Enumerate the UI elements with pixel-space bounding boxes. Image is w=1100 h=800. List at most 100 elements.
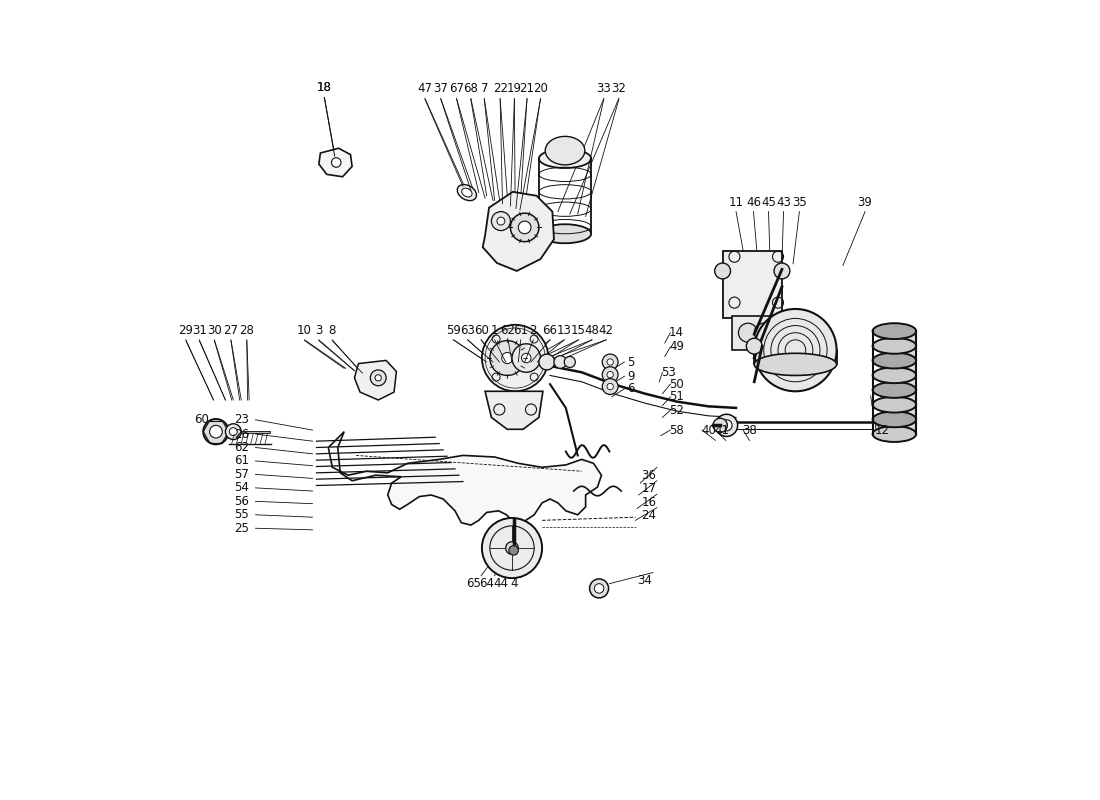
Text: 58: 58: [669, 423, 684, 437]
Text: 6: 6: [627, 382, 635, 395]
Text: 1: 1: [491, 324, 498, 337]
Text: 2: 2: [529, 324, 537, 337]
Circle shape: [564, 357, 575, 367]
Text: 51: 51: [669, 390, 684, 403]
Text: 18: 18: [317, 81, 332, 94]
Circle shape: [506, 542, 518, 554]
FancyBboxPatch shape: [733, 316, 775, 350]
Text: 27: 27: [223, 324, 239, 337]
Text: 46: 46: [746, 195, 761, 209]
Circle shape: [715, 414, 738, 437]
Circle shape: [331, 158, 341, 167]
Polygon shape: [894, 331, 916, 434]
Text: 26: 26: [234, 427, 249, 441]
Text: 17: 17: [641, 482, 657, 495]
Circle shape: [713, 418, 727, 433]
Text: 33: 33: [596, 82, 612, 95]
Circle shape: [774, 263, 790, 279]
Circle shape: [715, 263, 730, 279]
Text: 7: 7: [481, 82, 488, 95]
Text: 21: 21: [519, 82, 535, 95]
Text: 30: 30: [207, 324, 222, 337]
Circle shape: [755, 323, 773, 342]
Circle shape: [509, 546, 518, 555]
Ellipse shape: [872, 353, 916, 369]
Circle shape: [482, 325, 549, 391]
Text: 48: 48: [584, 324, 600, 337]
Text: 61: 61: [514, 324, 528, 337]
Circle shape: [226, 424, 241, 439]
Text: 32: 32: [612, 82, 626, 95]
Text: 29: 29: [178, 324, 194, 337]
Text: 66: 66: [542, 324, 558, 337]
Text: 16: 16: [641, 496, 657, 509]
Text: 8: 8: [329, 324, 336, 337]
Text: 34: 34: [638, 574, 652, 587]
Circle shape: [603, 354, 618, 370]
Circle shape: [720, 420, 733, 431]
Circle shape: [521, 354, 531, 362]
Text: 12: 12: [874, 423, 890, 437]
Text: 28: 28: [240, 324, 254, 337]
Circle shape: [590, 579, 608, 598]
Circle shape: [502, 353, 513, 363]
Text: 18: 18: [317, 81, 332, 94]
Ellipse shape: [546, 136, 585, 165]
Text: 40: 40: [701, 423, 716, 437]
Ellipse shape: [872, 367, 916, 383]
Text: 49: 49: [669, 341, 684, 354]
Text: 45: 45: [761, 195, 776, 209]
Ellipse shape: [458, 185, 476, 201]
Polygon shape: [319, 148, 352, 177]
Ellipse shape: [872, 411, 916, 427]
Ellipse shape: [872, 397, 916, 413]
Text: 19: 19: [507, 82, 521, 95]
Ellipse shape: [755, 354, 837, 375]
Text: 65: 65: [465, 577, 481, 590]
Text: 14: 14: [669, 326, 684, 339]
Text: 57: 57: [234, 468, 249, 481]
Circle shape: [497, 217, 505, 225]
Ellipse shape: [872, 426, 916, 442]
Text: 43: 43: [777, 195, 791, 209]
Text: 25: 25: [234, 522, 249, 534]
Polygon shape: [485, 391, 543, 430]
Circle shape: [492, 211, 510, 230]
Circle shape: [204, 419, 229, 444]
Text: 64: 64: [480, 577, 494, 590]
Circle shape: [738, 323, 758, 342]
Text: 5: 5: [627, 355, 635, 369]
Text: 41: 41: [714, 423, 729, 437]
Text: 53: 53: [661, 366, 676, 378]
Polygon shape: [354, 361, 396, 400]
Text: 61: 61: [234, 454, 249, 467]
Text: 62: 62: [500, 324, 516, 337]
Text: 37: 37: [433, 82, 448, 95]
Text: 11: 11: [728, 195, 744, 209]
Circle shape: [603, 366, 618, 382]
Circle shape: [518, 221, 531, 234]
Circle shape: [603, 378, 618, 394]
Text: 44: 44: [494, 577, 508, 590]
Text: 20: 20: [534, 82, 548, 95]
Text: 60: 60: [474, 324, 488, 337]
Text: 24: 24: [641, 509, 657, 522]
Circle shape: [510, 213, 539, 242]
Text: 55: 55: [234, 508, 249, 522]
Circle shape: [554, 356, 566, 368]
Text: 67: 67: [449, 82, 464, 95]
Text: 35: 35: [792, 195, 806, 209]
Text: 9: 9: [627, 370, 635, 382]
Circle shape: [512, 344, 540, 372]
Text: 54: 54: [234, 482, 249, 494]
Text: 31: 31: [191, 324, 207, 337]
Text: 56: 56: [234, 495, 249, 508]
Text: 50: 50: [669, 378, 684, 390]
Ellipse shape: [872, 382, 916, 398]
Circle shape: [607, 371, 614, 378]
Polygon shape: [328, 432, 602, 525]
Circle shape: [594, 584, 604, 593]
Text: 62: 62: [234, 441, 249, 454]
Ellipse shape: [755, 309, 837, 391]
Text: 36: 36: [641, 469, 657, 482]
